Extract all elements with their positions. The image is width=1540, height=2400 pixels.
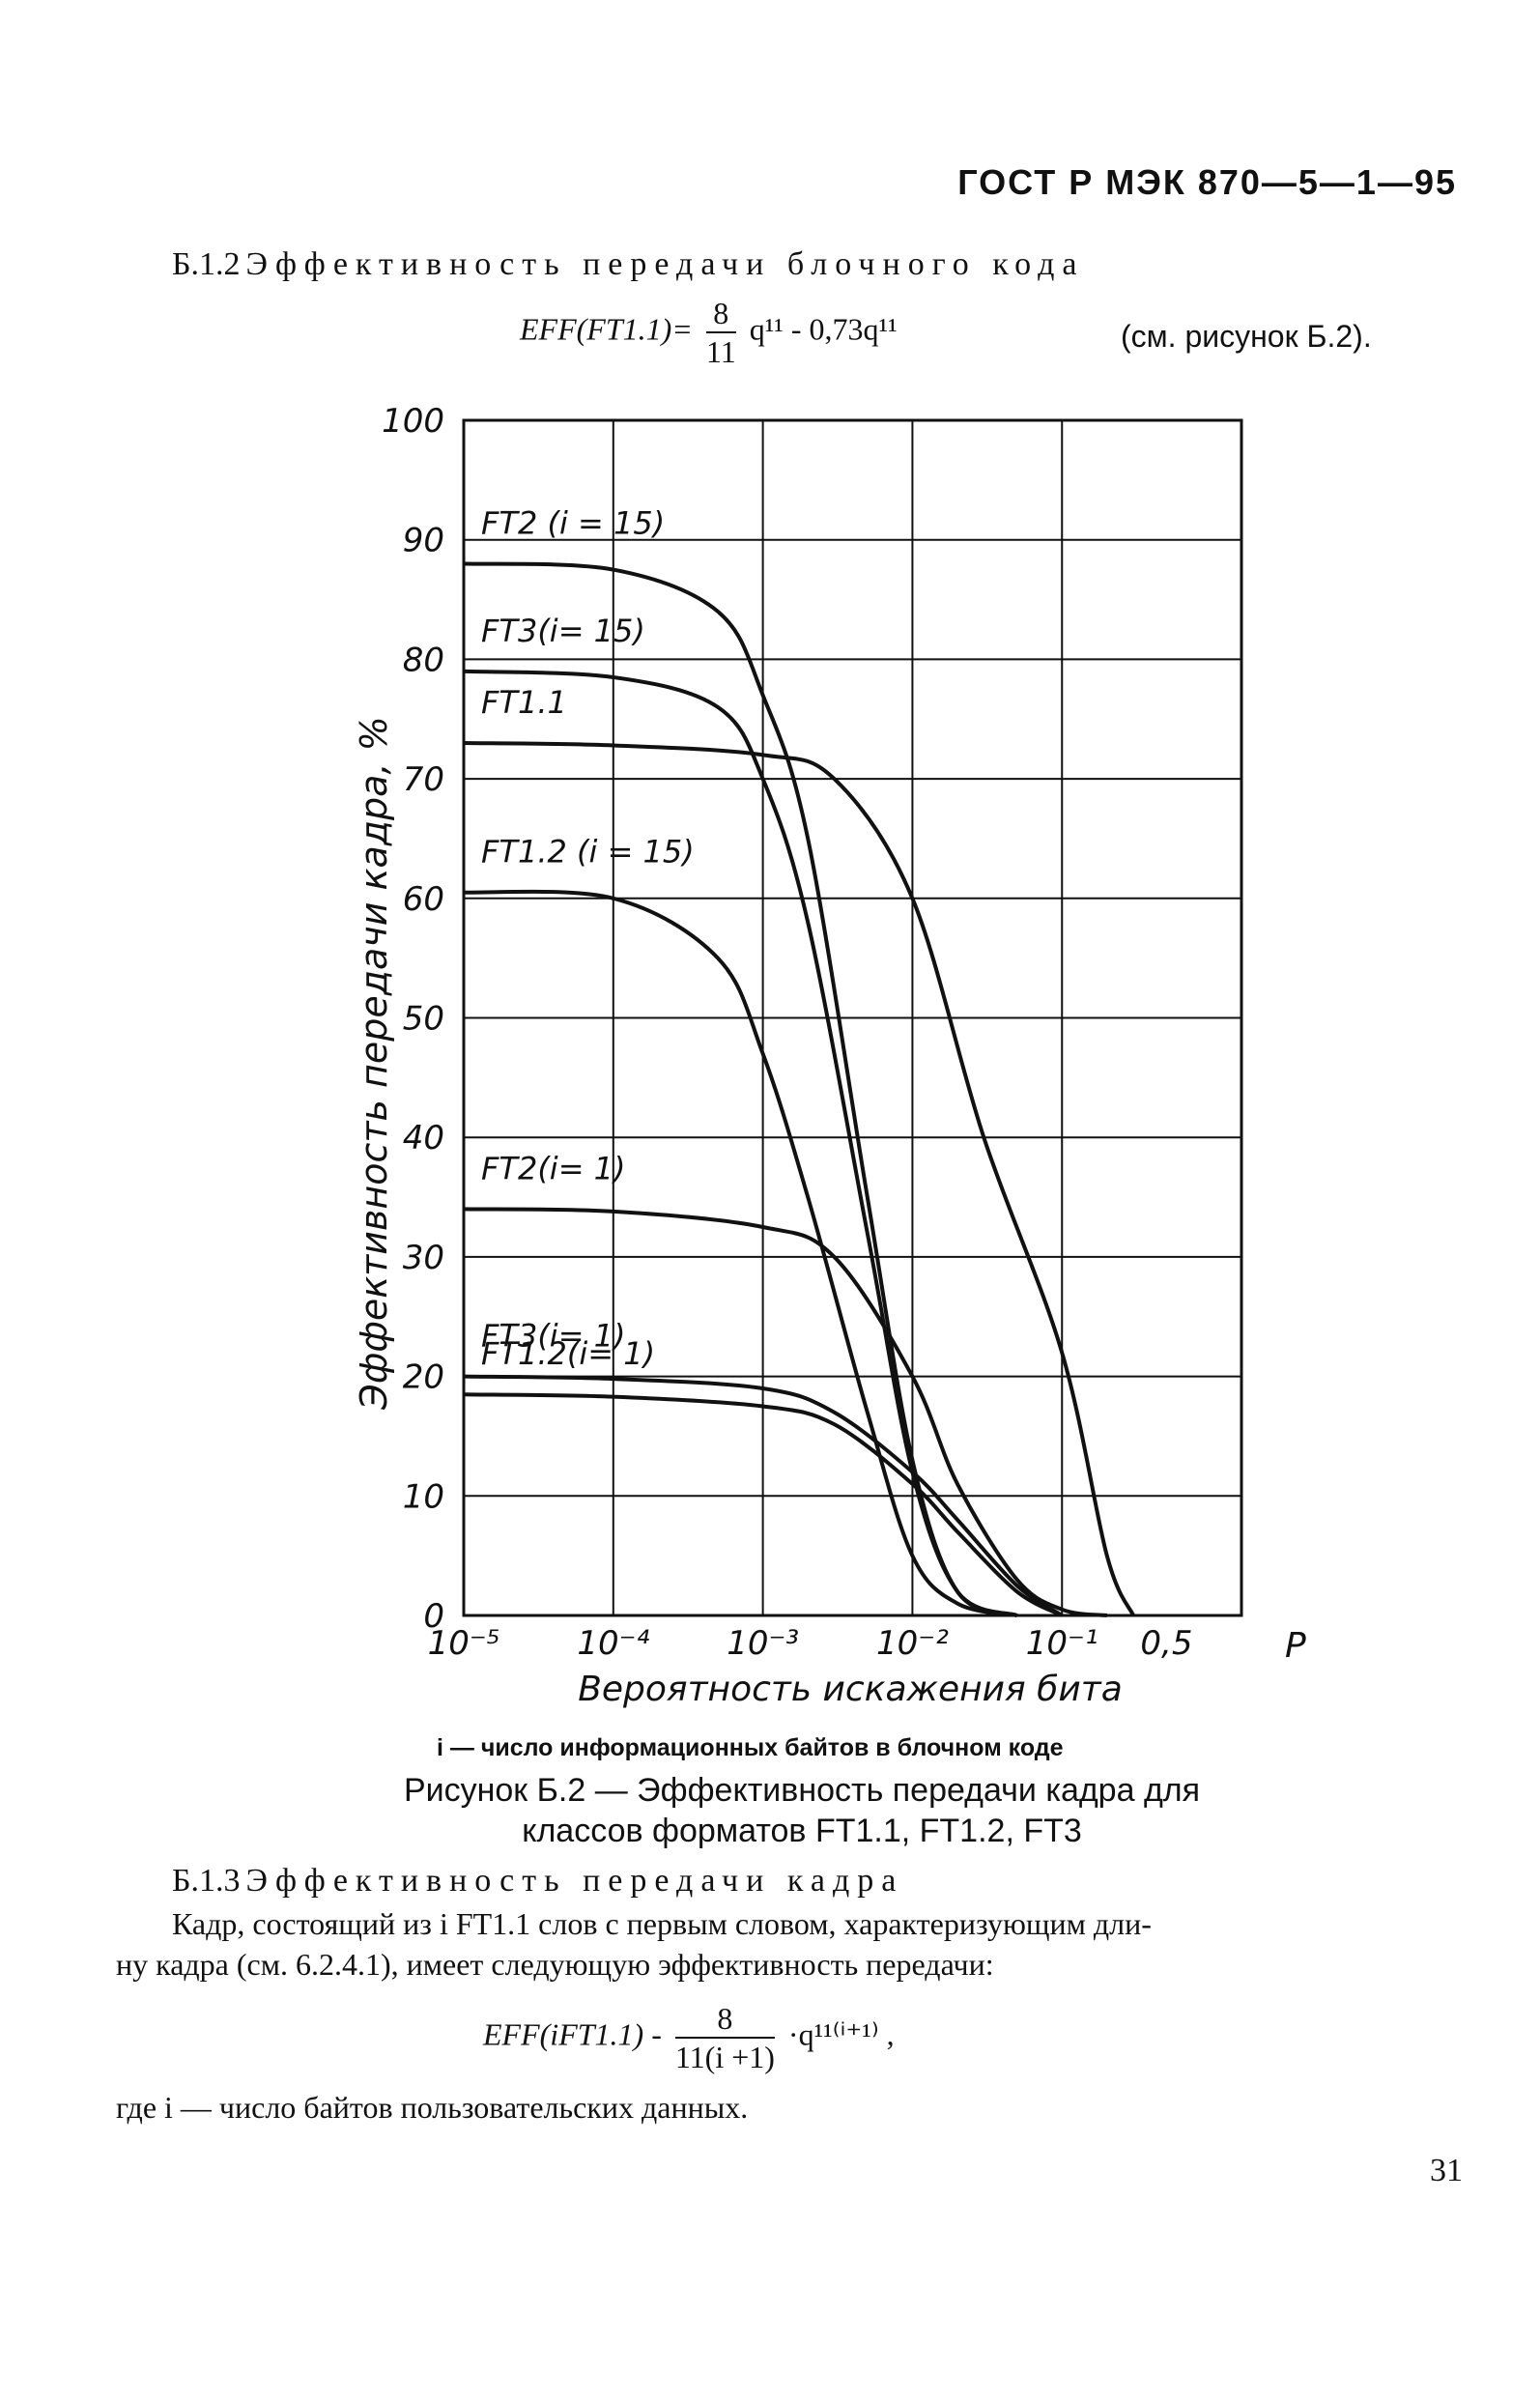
section-b13-paragraph-line1: Кадр, состоящий из i FT1.1 слов с первым… [172,1906,1152,1941]
curve-annotations: FT2 (i = 15) FT3(i= 15) FT1.1 FT1.2 (i = 15… [481,505,695,1373]
formula-fraction: 8 11 [705,295,736,370]
curve-label: FT2(i= 1) [481,1150,626,1186]
fraction2-numerator: 8 [674,2000,775,2039]
series-line [463,1392,1064,1617]
figure-note-text: i — число информационных байтов в блочно… [437,1734,1064,1761]
figure-reference: (см. рисунок Б.2). [1121,319,1372,354]
formula2-rest: ·q¹¹⁽ⁱ⁺¹⁾ , [787,2016,895,2052]
fraction-denominator: 11 [705,334,736,369]
x-tick-label: 10⁻¹ [1026,1624,1098,1663]
formula-lhs: EFF(FT1.1)= [520,311,693,347]
figure-caption-line1: Рисунок Б.2 — Эффективность передачи кад… [403,1772,1201,1809]
x-tick-label: 0,5 [1140,1624,1192,1663]
section-b12-heading: Б.1.2 Эффективность передачи блочного код… [172,246,1085,283]
x-axis-unit: P [1285,1626,1306,1666]
series-line [463,1374,1064,1617]
y-tick-label: 40 [403,1119,444,1157]
formula-eff-ift11: EFF(iFT1.1) - 8 11(i +1) ·q¹¹⁽ⁱ⁺¹⁾ , [483,2000,895,2075]
section-b13-number: Б.1.3 [172,1863,241,1899]
y-tick-label: 10 [403,1477,444,1516]
x-axis-title: Вероятность искажения бита [578,1670,1123,1709]
series-line [463,669,1018,1617]
y-tick-label: 90 [403,522,444,560]
curve-label: FT3(i= 1) [481,1318,626,1355]
x-tick-labels: 10⁻⁵ 10⁻⁴ 10⁻³ 10⁻² 10⁻¹ 0,5 [428,1624,1193,1663]
series-line [463,741,1135,1616]
curve-label: FT3(i= 15) [481,613,645,649]
section-b12-number: Б.1.2 [172,246,241,282]
curve-label: FT1.1 [481,684,567,721]
fraction-numerator: 8 [705,295,736,333]
curve-label: FT2 (i = 15) [481,505,665,542]
x-tick-label: 10⁻² [876,1624,949,1663]
figure-caption: Рисунок Б.2 — Эффективность передачи кад… [319,1770,1285,1851]
section-b13-title: Эффективность передачи кадра [245,1863,904,1899]
x-tick-label: 10⁻⁴ [577,1624,649,1663]
curve-label: FT1.2(i= 1) [481,1335,655,1372]
curve-label: FT1.2 (i = 15) [481,834,695,871]
chart-grid [462,418,1243,1617]
y-tick-label: 50 [403,1000,444,1039]
series-line [463,1207,1108,1617]
y-tick-label: 0 [423,1597,444,1636]
x-tick-label: 10⁻⁵ [428,1624,500,1663]
chart-curves [463,561,1135,1617]
formula-eff-ft11: EFF(FT1.1)= 8 11 q¹¹ - 0,73q¹¹ [520,295,898,370]
y-tick-label: 30 [403,1239,444,1277]
y-tick-label: 70 [403,760,444,799]
series-line [463,889,1018,1617]
y-axis-title: Эффективность передачи кадра, % [353,716,395,1410]
fraction2-denominator: 11(i +1) [674,2040,775,2074]
y-tick-label: 80 [403,641,444,679]
section-b13-paragraph-line2: ну кадра (см. 6.2.4.1), имеет следующую … [116,1947,994,1982]
y-tick-label: 60 [403,880,444,919]
formula2-fraction: 8 11(i +1) [674,2000,775,2075]
figure-note: i — число информационных байтов в блочно… [437,1734,1064,1762]
series-line [463,561,1018,1617]
formula2-lhs: EFF(iFT1.1) - [483,2016,662,2052]
section-b12-title: Эффективность передачи блочного кода [245,246,1085,282]
where-clause: где i — число байтов пользовательских да… [116,2090,749,2125]
y-tick-label: 100 [382,402,444,441]
section-b13-heading: Б.1.3 Эффективность передачи кадра [172,1863,903,1900]
y-tick-label: 20 [403,1358,444,1397]
figure-caption-line2: классов форматов FT1.1, FT1.2, FT3 [522,1813,1082,1849]
formula-rest: q¹¹ - 0,73q¹¹ [749,311,898,347]
document-standard-header: ГОСТ Р МЭК 870—5—1—95 [957,162,1457,202]
x-tick-label: 10⁻³ [727,1624,799,1663]
page-number: 31 [1430,2153,1463,2188]
y-tick-labels: 0 10 20 30 40 50 60 70 80 90 100 [382,402,444,1636]
